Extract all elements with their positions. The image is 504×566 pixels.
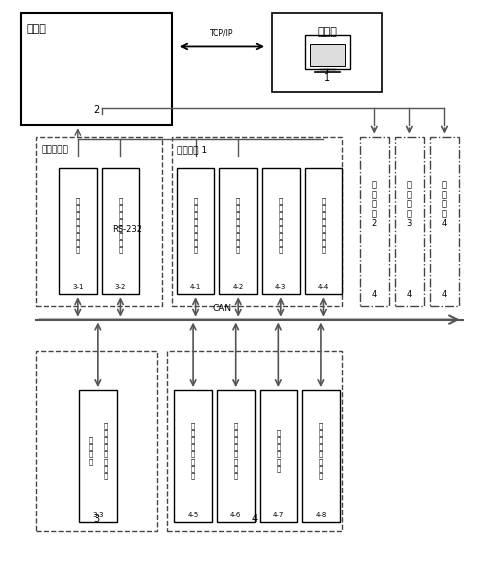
Text: 光
电
数
据
采
集
节
点: 光 电 数 据 采 集 节 点 [321,197,326,254]
FancyBboxPatch shape [167,350,342,531]
Text: 4-7: 4-7 [273,512,284,518]
Text: 2: 2 [94,105,100,115]
Text: 4-3: 4-3 [275,284,286,290]
Text: 4: 4 [442,290,447,299]
Text: 4-6: 4-6 [230,512,241,518]
FancyBboxPatch shape [174,390,212,522]
Text: TCP/IP: TCP/IP [210,29,234,38]
FancyBboxPatch shape [304,35,350,69]
Text: 4: 4 [407,290,412,299]
Text: 4-4: 4-4 [318,284,329,290]
Text: 分
析
模
块
2: 分 析 模 块 2 [371,180,377,228]
Text: 4-1: 4-1 [190,284,201,290]
Text: 试
剂
一
送
控
制
节
点: 试 剂 一 送 控 制 节 点 [191,422,195,479]
FancyBboxPatch shape [172,136,342,306]
Text: 分析模块 1: 分析模块 1 [177,145,207,154]
Text: 分
析
模
块
3: 分 析 模 块 3 [407,180,412,228]
FancyBboxPatch shape [260,390,297,522]
FancyBboxPatch shape [272,12,383,92]
Text: 分
析
模
块
4: 分 析 模 块 4 [442,180,447,228]
FancyBboxPatch shape [22,12,172,125]
Text: 3: 3 [94,514,100,524]
Text: 试
剂
二
送
控
制
节
点: 试 剂 二 送 控 制 节 点 [233,422,238,479]
Text: 4-2: 4-2 [232,284,244,290]
Polygon shape [360,136,389,306]
FancyBboxPatch shape [79,390,116,522]
Text: 制
冷
控
制
节
点: 制 冷 控 制 节 点 [276,430,280,471]
Text: 3-2: 3-2 [115,284,126,290]
Text: 3-1: 3-1 [72,284,84,290]
FancyBboxPatch shape [36,136,162,306]
Text: 进
排
水
及
电
源
管
理: 进 排 水 及 电 源 管 理 [103,422,107,479]
Text: 4: 4 [251,514,258,524]
Text: 1: 1 [324,73,330,83]
Text: 样本台模块: 样本台模块 [41,145,69,154]
Text: 4: 4 [371,290,377,299]
FancyBboxPatch shape [217,390,255,522]
Text: 循
环
水
温
控
制
节
点: 循 环 水 温 控 制 节 点 [319,422,323,479]
FancyBboxPatch shape [302,390,340,522]
Text: RS-232: RS-232 [112,225,142,234]
FancyBboxPatch shape [304,168,342,294]
Text: 中位机: 中位机 [26,24,46,34]
FancyBboxPatch shape [59,168,97,294]
FancyBboxPatch shape [219,168,257,294]
Text: 3-3: 3-3 [92,512,104,518]
Text: 上位机: 上位机 [317,27,337,37]
Text: 样
本
输
送
控
制
节
点: 样 本 输 送 控 制 节 点 [194,197,198,254]
FancyBboxPatch shape [102,168,139,294]
FancyBboxPatch shape [36,350,157,531]
Text: 样
本
回
收
控
制
节
点: 样 本 回 收 控 制 节 点 [118,197,122,254]
Text: 控
制
节
点: 控 制 节 点 [88,436,92,465]
Polygon shape [430,136,459,306]
FancyBboxPatch shape [309,44,345,66]
Text: 反
应
盘
温
控
制
节
点: 反 应 盘 温 控 制 节 点 [236,197,240,254]
Text: 样
本
进
位
控
制
节
点: 样 本 进 位 控 制 节 点 [76,197,80,254]
Text: 4-5: 4-5 [187,512,199,518]
FancyBboxPatch shape [262,168,299,294]
FancyBboxPatch shape [177,168,214,294]
Text: CAN: CAN [212,304,231,313]
Text: 4-8: 4-8 [315,512,327,518]
Polygon shape [395,136,424,306]
Text: 样
本
取
作
控
制
节
点: 样 本 取 作 控 制 节 点 [279,197,283,254]
